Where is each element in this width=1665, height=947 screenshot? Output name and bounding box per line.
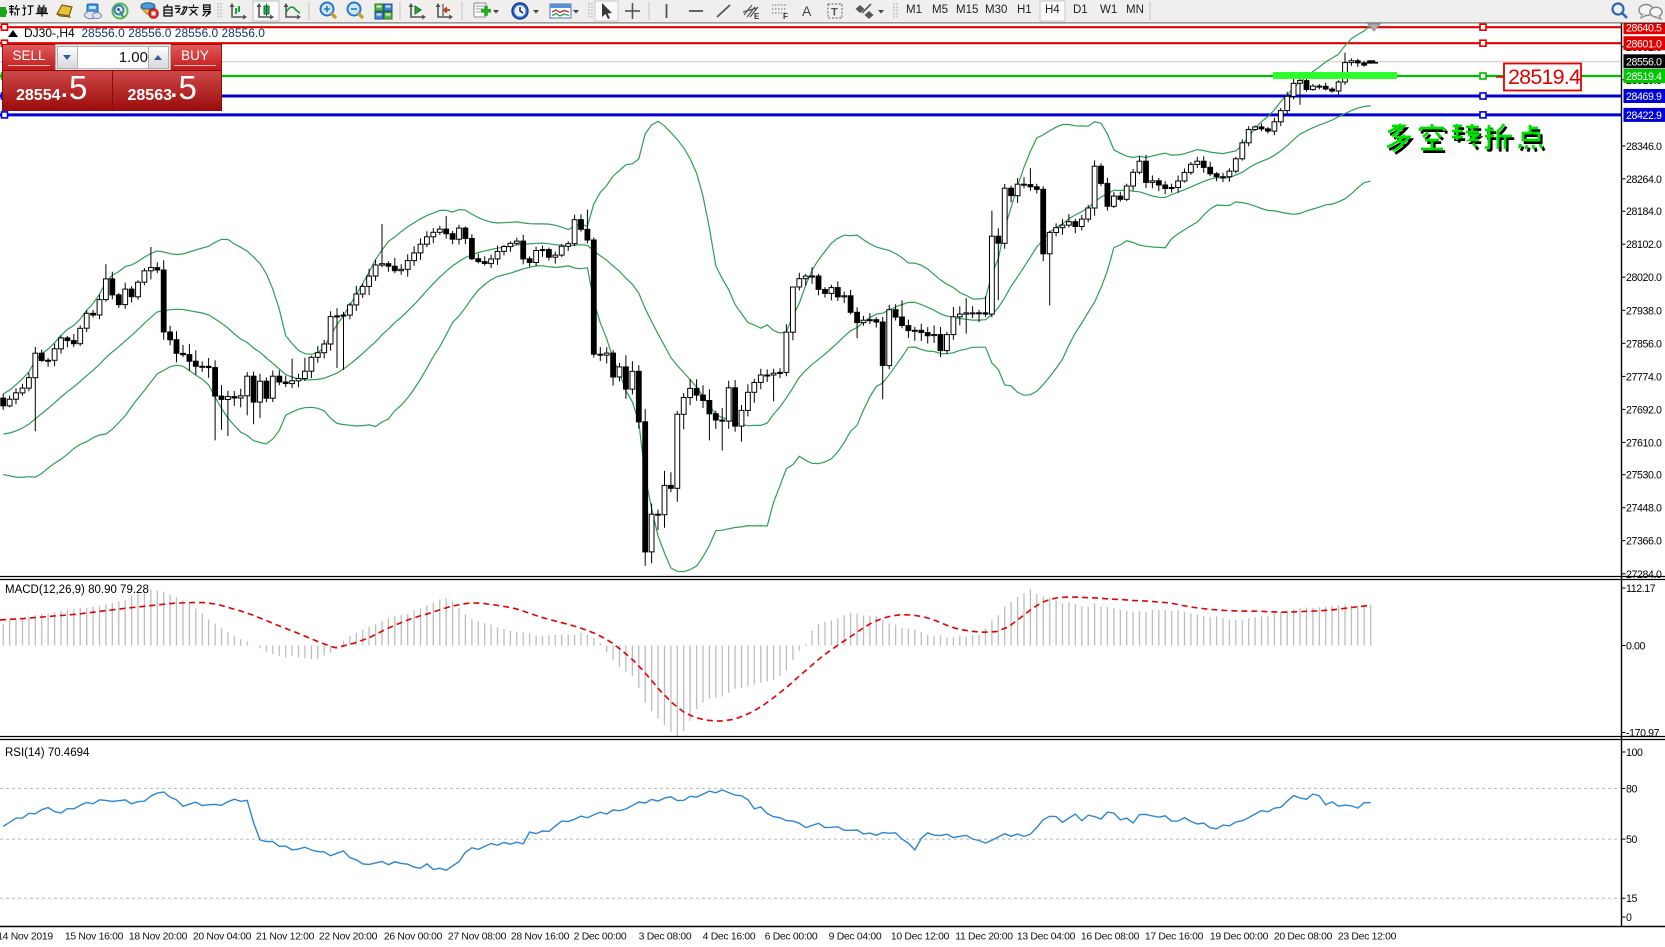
svg-text:F: F (783, 12, 788, 21)
svg-text:28346.0: 28346.0 (1626, 141, 1662, 153)
svg-text:2 Dec 00:00: 2 Dec 00:00 (574, 932, 627, 943)
svg-text:27610.0: 27610.0 (1626, 437, 1662, 449)
svg-text:15: 15 (1626, 893, 1637, 905)
svg-text:28601.0: 28601.0 (1626, 38, 1662, 50)
svg-text:27692.0: 27692.0 (1626, 404, 1662, 416)
svg-text:20 Nov 04:00: 20 Nov 04:00 (193, 932, 252, 943)
svg-text:28102.0: 28102.0 (1626, 239, 1662, 251)
svg-text:27284.0: 27284.0 (1626, 569, 1662, 581)
svg-text:0.00: 0.00 (1626, 641, 1646, 653)
svg-text:50: 50 (1626, 834, 1637, 846)
svg-text:11 Dec 20:00: 11 Dec 20:00 (955, 932, 1013, 943)
svg-text:14 Nov 2019: 14 Nov 2019 (0, 932, 53, 943)
svg-text:-170.97: -170.97 (1626, 728, 1660, 740)
svg-text:E: E (754, 12, 760, 21)
svg-text:28519.4: 28519.4 (1626, 71, 1662, 83)
svg-text:27856.0: 27856.0 (1626, 338, 1662, 350)
svg-text:19 Dec 00:00: 19 Dec 00:00 (1210, 932, 1269, 943)
svg-text:28519.4: 28519.4 (1508, 65, 1581, 89)
svg-text:22 Nov 20:00: 22 Nov 20:00 (319, 932, 378, 943)
svg-text:27774.0: 27774.0 (1626, 371, 1662, 383)
svg-text:28020.0: 28020.0 (1626, 272, 1662, 284)
svg-text:13 Dec 04:00: 13 Dec 04:00 (1017, 932, 1076, 943)
svg-text:27530.0: 27530.0 (1626, 470, 1662, 482)
svg-text:26 Nov 00:00: 26 Nov 00:00 (384, 932, 443, 943)
svg-text:28264.0: 28264.0 (1626, 174, 1662, 186)
svg-text:28184.0: 28184.0 (1626, 206, 1662, 218)
svg-text:A: A (802, 3, 812, 19)
svg-text:28 Nov 16:00: 28 Nov 16:00 (511, 932, 570, 943)
svg-text:28469.9: 28469.9 (1626, 91, 1662, 103)
svg-text:3 Dec 08:00: 3 Dec 08:00 (639, 932, 692, 943)
svg-text:9 Dec 04:00: 9 Dec 04:00 (829, 932, 882, 943)
svg-text:16 Dec 08:00: 16 Dec 08:00 (1081, 932, 1140, 943)
svg-text:18 Nov 20:00: 18 Nov 20:00 (129, 932, 188, 943)
svg-text:T: T (831, 7, 838, 19)
svg-text:21 Nov 12:00: 21 Nov 12:00 (256, 932, 315, 943)
svg-text:28556.0: 28556.0 (1626, 57, 1662, 69)
svg-text:15 Nov 16:00: 15 Nov 16:00 (65, 932, 124, 943)
svg-text:20 Dec 08:00: 20 Dec 08:00 (1274, 932, 1333, 943)
svg-text:MACD(12,26,9) 80.90 79.28: MACD(12,26,9) 80.90 79.28 (5, 584, 149, 596)
svg-text:RSI(14) 70.4694: RSI(14) 70.4694 (5, 747, 90, 759)
svg-text:4 Dec 16:00: 4 Dec 16:00 (703, 932, 756, 943)
svg-text:10 Dec 12:00: 10 Dec 12:00 (891, 932, 950, 943)
svg-text:6 Dec 00:00: 6 Dec 00:00 (765, 932, 818, 943)
svg-text:112.17: 112.17 (1626, 583, 1656, 595)
svg-text:23 Dec 12:00: 23 Dec 12:00 (1338, 932, 1397, 943)
svg-text:17 Dec 16:00: 17 Dec 16:00 (1145, 932, 1204, 943)
svg-text:27366.0: 27366.0 (1626, 536, 1662, 548)
svg-text:27448.0: 27448.0 (1626, 503, 1662, 515)
svg-text:100: 100 (1626, 747, 1643, 759)
svg-text:27 Nov 08:00: 27 Nov 08:00 (448, 932, 507, 943)
svg-text:27938.0: 27938.0 (1626, 305, 1662, 317)
svg-text:28422.9: 28422.9 (1626, 110, 1662, 122)
svg-text:80: 80 (1626, 783, 1637, 795)
svg-text:28640.5: 28640.5 (1626, 22, 1662, 34)
svg-text:0: 0 (1626, 912, 1632, 924)
